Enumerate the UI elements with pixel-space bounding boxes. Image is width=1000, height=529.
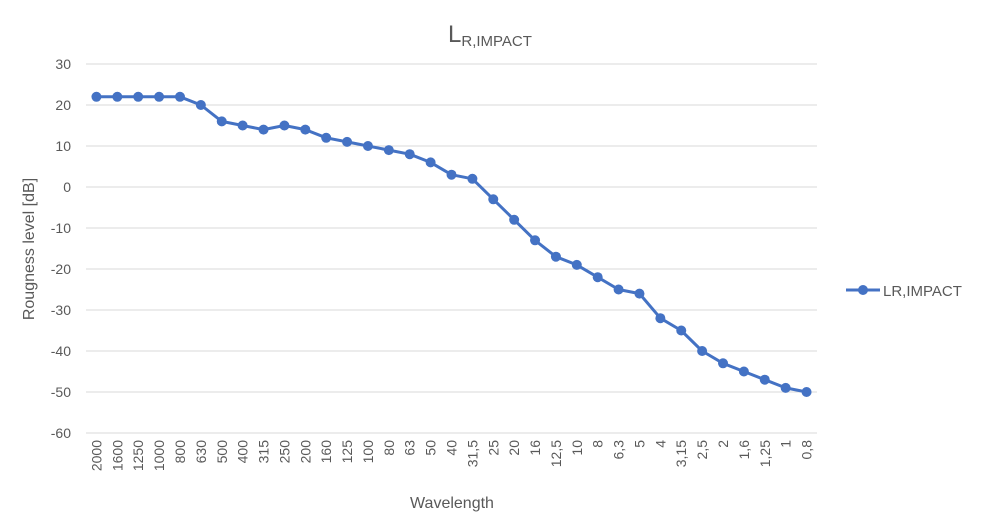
x-tick-label: 1 — [778, 440, 794, 448]
data-point — [780, 382, 791, 393]
data-point — [342, 136, 353, 147]
data-point — [300, 124, 311, 135]
x-axis-title: Wavelength — [410, 495, 494, 512]
data-point — [133, 91, 144, 102]
x-tick-label: 1,25 — [757, 440, 773, 467]
x-tick-label: 0,8 — [799, 440, 815, 460]
data-point — [237, 120, 248, 131]
data-point — [383, 145, 394, 156]
data-point — [634, 288, 645, 299]
legend: LR,IMPACT — [846, 283, 962, 300]
x-tick-label: 10 — [569, 440, 585, 456]
x-tick-label: 25 — [485, 440, 501, 456]
x-tick-label: 80 — [381, 440, 397, 456]
data-point — [571, 259, 582, 270]
chart-title-main: L — [448, 21, 461, 48]
data-point — [509, 214, 520, 225]
data-point — [112, 91, 123, 102]
y-tick-label: -20 — [51, 261, 71, 277]
data-point — [697, 346, 708, 356]
data-point — [530, 235, 541, 246]
x-tick-label: 12,5 — [548, 440, 564, 467]
x-tick-label: 1000 — [151, 440, 167, 471]
x-tick-label: 315 — [256, 440, 272, 464]
y-tick-label: -50 — [51, 384, 71, 400]
data-point — [676, 325, 687, 336]
data-point — [195, 100, 206, 110]
data-point — [446, 169, 457, 180]
x-tick-label: 16 — [527, 440, 543, 456]
data-point — [91, 91, 102, 102]
x-tick-label: 40 — [444, 440, 460, 456]
data-point — [738, 366, 749, 377]
data-point — [321, 132, 332, 143]
data-point — [759, 374, 770, 385]
y-tick-label: 0 — [63, 179, 71, 195]
x-tick-label: 63 — [402, 440, 418, 456]
y-axis-title: Rougness level [dB] — [21, 178, 38, 320]
data-point — [718, 358, 729, 369]
legend-label: LR,IMPACT — [883, 283, 962, 300]
x-tick-label: 630 — [193, 440, 209, 464]
data-point — [655, 313, 666, 324]
y-tick-label: -30 — [51, 302, 71, 318]
data-point — [613, 284, 624, 295]
x-tick-label: 100 — [360, 440, 376, 464]
chart-title: LR,IMPACT — [448, 21, 532, 50]
x-tick-label: 8 — [590, 440, 606, 448]
data-point — [801, 387, 812, 397]
gridlines — [86, 63, 817, 434]
data-point — [550, 251, 561, 262]
x-tick-label: 1600 — [109, 440, 125, 471]
chart-title-subscript: R,IMPACT — [461, 33, 532, 50]
data-point — [258, 124, 269, 135]
x-tick-label: 250 — [276, 440, 292, 464]
x-tick-label: 2000 — [88, 440, 104, 471]
data-point — [425, 157, 436, 168]
data-point — [362, 141, 373, 151]
x-tick-label: 500 — [214, 440, 230, 464]
x-tick-label: 1250 — [130, 440, 146, 471]
x-tick-label: 800 — [172, 440, 188, 464]
data-point — [154, 91, 165, 102]
series-points — [91, 91, 812, 397]
data-point — [404, 149, 415, 160]
y-tick-labels: 30 20 10 0 -10 -20 -30 -40 -50 -60 — [51, 56, 71, 441]
y-tick-label: 30 — [55, 56, 71, 72]
x-tick-label: 20 — [506, 440, 522, 456]
x-tick-label: 2,5 — [694, 440, 710, 460]
x-tick-label: 1,6 — [736, 440, 752, 460]
x-tick-label: 160 — [318, 440, 334, 464]
y-tick-label: 20 — [55, 97, 71, 113]
legend-point-marker — [858, 285, 868, 295]
x-tick-label: 6,3 — [611, 440, 627, 460]
x-tick-label: 125 — [339, 440, 355, 464]
x-tick-label: 50 — [423, 440, 439, 456]
x-tick-label: 2 — [715, 440, 731, 448]
data-point — [467, 173, 478, 184]
data-point — [216, 116, 227, 127]
data-point — [488, 194, 499, 205]
x-tick-labels: 2000 1600 1250 1000 800 630 500 400 315 250 200 160… — [88, 440, 814, 471]
y-tick-label: -10 — [51, 220, 71, 236]
x-tick-label: 5 — [631, 440, 647, 448]
data-point — [279, 120, 290, 131]
data-point — [174, 91, 185, 102]
data-point — [592, 272, 603, 283]
x-tick-label: 31,5 — [464, 440, 480, 467]
y-tick-label: -40 — [51, 343, 71, 359]
y-tick-label: 10 — [55, 138, 71, 154]
x-tick-label: 200 — [297, 440, 313, 464]
y-tick-label: -60 — [51, 425, 71, 441]
x-tick-label: 4 — [652, 440, 668, 448]
x-tick-label: 3,15 — [673, 440, 689, 467]
x-tick-label: 400 — [235, 440, 251, 464]
